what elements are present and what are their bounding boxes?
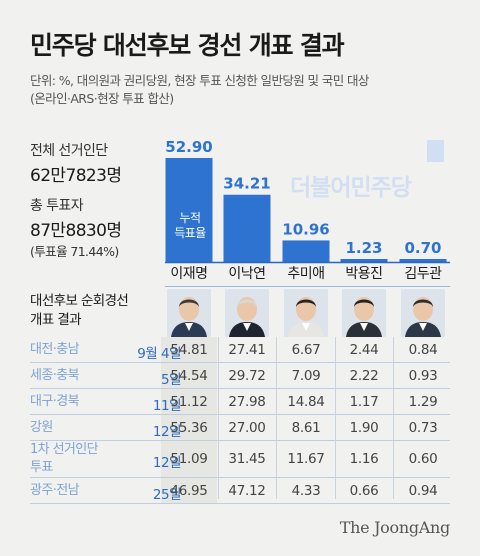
김두관-photo [401, 289, 445, 337]
bar-value-label-4: 0.70 [404, 239, 441, 257]
category-label-3: 박용진 [345, 266, 382, 282]
row-value: 0.84 [408, 341, 438, 358]
column-divider [276, 337, 277, 499]
publisher-logo: The JoongAng [339, 518, 451, 537]
row-value: 54.81 [170, 341, 208, 358]
row-region: 대구·경북 [30, 393, 80, 409]
bar-value-label-1: 34.21 [223, 175, 270, 193]
row-value: 11.67 [287, 451, 325, 467]
row-value: 51.09 [170, 451, 208, 467]
page-title: 민주당 대선후보 경선 개표 결과 [30, 31, 345, 60]
row-region: 강원 [30, 419, 53, 435]
bar-3 [340, 259, 388, 262]
row-date: 9월 4일 [137, 345, 181, 362]
bar-value-label-2: 10.96 [282, 220, 329, 238]
row-value: 1.16 [349, 451, 379, 467]
leader-column-shade [161, 363, 217, 388]
voters-label: 총 투표자 [30, 198, 84, 214]
row-value: 54.54 [170, 367, 208, 384]
subtitle-line-2: (온라인·ARS·현장 투표 합산) [30, 91, 174, 106]
electors-stat: 전체 선거인단 62만7823명 [30, 140, 122, 186]
row-region: 대전·충남 [30, 341, 80, 357]
turnout-note: (투표율 71.44%) [30, 244, 119, 259]
이낙연-photo [225, 289, 269, 337]
row-value: 0.73 [408, 419, 438, 436]
row-date: 12일 [152, 455, 182, 471]
row-value: 27.41 [228, 341, 266, 358]
watermark-box [427, 140, 444, 162]
row-value: 29.72 [228, 367, 266, 384]
row-date: 5일 [160, 371, 182, 388]
row-value: 4.33 [291, 482, 321, 499]
row-value: 7.09 [291, 367, 321, 384]
row-value: 0.94 [408, 482, 438, 499]
이재명-photo [167, 289, 211, 337]
row-value: 0.93 [408, 367, 438, 384]
row-value: 27.98 [228, 393, 266, 410]
row-value: 2.22 [349, 367, 379, 384]
table-row: 대전·충남 9월 4일 54.81 27.41 6.67 2.44 0.84 [30, 337, 450, 363]
category-label-1: 이낙연 [228, 266, 265, 282]
row-value: 2.44 [349, 341, 379, 358]
row-value: 0.60 [408, 451, 438, 467]
category-label-0: 이재명 [170, 266, 207, 282]
bar-0 [165, 158, 213, 262]
row-value: 0.66 [349, 482, 379, 499]
row-value: 1.90 [349, 419, 379, 436]
electors-label: 전체 선거인단 [30, 143, 108, 159]
row-value: 47.12 [228, 482, 266, 499]
bar-chart: 52.90 이재명 34.21 이낙연 10.96 추미애 1.23 박용진 0.70 김두관 [165, 138, 450, 287]
watermark: 더불어민주당 [290, 175, 412, 201]
table-row: 1차 선거인단 투표 12일 51.09 31.45 11.67 1.16 0.60 [30, 441, 450, 478]
cumulative-label-line-1: 누적 [179, 211, 201, 225]
박용진-photo [342, 289, 386, 337]
table-header-line-2: 개표 결과 [30, 312, 82, 328]
leader-column-shade [161, 441, 217, 477]
category-label-4: 김두관 [404, 266, 442, 282]
row-value: 6.67 [291, 341, 321, 358]
row-region: 광주·전남 [30, 482, 80, 498]
leader-column-shade [161, 415, 217, 440]
row-value: 27.00 [228, 419, 266, 436]
row-value: 1.17 [349, 393, 379, 410]
subtitle: 단위: %, 대의원과 권리당원, 현장 투표 신청한 일반당원 및 국민 대상… [30, 72, 460, 108]
row-date: 11일 [152, 397, 182, 414]
category-label-2: 추미애 [287, 266, 324, 282]
bar-4 [399, 259, 447, 262]
electors-value: 62만7823명 [30, 166, 122, 186]
row-value: 55.36 [170, 419, 208, 436]
row-value: 51.12 [170, 393, 208, 410]
bar-value-label-3: 1.23 [345, 239, 382, 257]
table-row: 세종·충북 5일 54.54 29.72 7.09 2.22 0.93 [30, 363, 450, 389]
leader-column-shade [161, 337, 217, 362]
row-region: 1차 선거인단 투표 [30, 442, 99, 475]
table-header-line-1: 대선후보 순회경선 [30, 293, 129, 309]
table-row: 강원 12일 55.36 27.00 8.61 1.90 0.73 [30, 415, 450, 441]
subtitle-line-1: 단위: %, 대의원과 권리당원, 현장 투표 신청한 일반당원 및 국민 대상 [30, 73, 369, 88]
table-header: 대선후보 순회경선 개표 결과 [30, 292, 160, 330]
row-region: 세종·충북 [30, 367, 80, 383]
voters-stat: 총 투표자 87만8830명 (투표율 71.44%) [30, 195, 122, 260]
row-value: 8.61 [291, 419, 321, 436]
leader-column-shade [161, 478, 217, 503]
table-row: 대구·경북 11일 51.12 27.98 14.84 1.17 1.29 [30, 389, 450, 415]
column-divider [218, 337, 219, 499]
bar-value-label-0: 52.90 [165, 138, 212, 156]
cumulative-label-line-2: 득표율 [174, 226, 206, 240]
table-row: 광주·전남 25일 46.95 47.12 4.33 0.66 0.94 [30, 478, 450, 504]
row-date: 12일 [152, 423, 182, 440]
voters-value: 87만8830명 [30, 221, 122, 241]
row-date: 25일 [152, 486, 182, 503]
row-value: 31.45 [228, 451, 266, 467]
column-divider [335, 337, 336, 499]
추미애-photo [284, 289, 328, 337]
row-value: 14.84 [287, 393, 325, 410]
row-value: 1.29 [408, 393, 438, 410]
bar-2 [282, 240, 330, 262]
cumulative-label: 누적 득표율 [167, 211, 213, 241]
column-divider [393, 337, 394, 499]
bar-1 [223, 194, 271, 262]
leader-column-shade [161, 389, 217, 414]
row-value: 46.95 [170, 482, 208, 499]
